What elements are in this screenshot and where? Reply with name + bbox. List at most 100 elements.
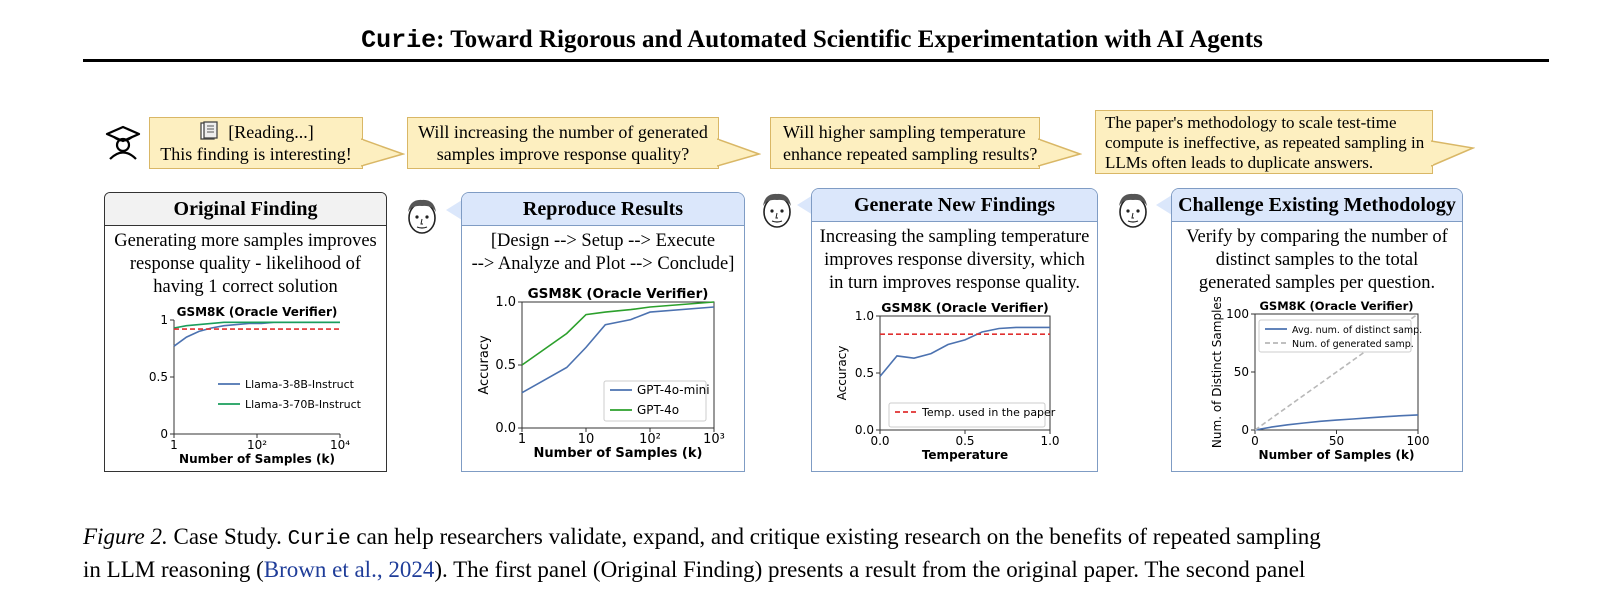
pointer-arrow <box>446 200 462 220</box>
x-tick-label: 1.0 <box>1040 434 1059 448</box>
face-icon <box>408 199 436 234</box>
graduation-cap-icon <box>105 125 141 160</box>
x-tick-label: 10² <box>247 438 267 452</box>
x-tick-label: 1 <box>518 432 526 447</box>
panel-original-finding: Original Finding Generating more samples… <box>104 192 387 472</box>
y-tick-label: 1 <box>160 313 168 327</box>
y-axis-label: Num. of Distinct Samples <box>1210 297 1224 448</box>
book-icon <box>200 121 218 140</box>
title-system-name: Curie <box>361 26 437 55</box>
panel-text-line: response quality - likelihood of <box>129 254 362 274</box>
y-tick-label: 0 <box>160 427 168 441</box>
panel-text-line: in turn improves response quality. <box>828 273 1081 293</box>
chart-original-finding: GSM8K (Oracle Verifier)1 10² 10⁴00.51Numbe… <box>149 305 362 466</box>
series-line <box>1254 313 1419 431</box>
y-tick-label: 0.5 <box>855 366 874 380</box>
y-tick-label: 50 <box>1234 365 1249 379</box>
legend-frame <box>603 380 707 422</box>
legend-frame <box>888 402 1046 428</box>
speech-bubble-question-samples: Will increasing the number of generated … <box>407 117 719 169</box>
x-tick-label: 0.0 <box>870 434 889 448</box>
panel-text-line: distinct samples to the total <box>1215 250 1419 270</box>
face-icon <box>1119 193 1147 228</box>
pointer-arrow <box>797 195 813 215</box>
panel-text-line: [Design --> Setup --> Execute <box>490 231 716 251</box>
citation-link[interactable]: Brown et al., 2024 <box>263 557 435 582</box>
panel-title: Challenge Existing Methodology <box>1172 189 1462 222</box>
caption-label: Figure 2. <box>83 524 168 549</box>
legend-label: Num. of generated samp. <box>1292 339 1414 350</box>
x-tick-label: 10³ <box>703 432 725 447</box>
chart-title: GSM8K (Oracle Verifier) <box>1259 299 1413 313</box>
legend-label: Llama-3-8B-Instruct <box>245 378 355 391</box>
series-line <box>1254 414 1419 431</box>
chart-title: GSM8K (Oracle Verifier) <box>881 300 1048 315</box>
x-axis-label: Number of Samples (k) <box>179 452 335 466</box>
x-tick-label: 0.5 <box>955 434 974 448</box>
speech-bubble-reading: [Reading...] This finding is interesting… <box>149 117 363 169</box>
x-tick-label: 0 <box>1251 434 1259 448</box>
series-line <box>521 306 715 394</box>
speech-bubble-critique: The paper's methodology to scale test-ti… <box>1095 110 1433 174</box>
panel-text-line: Verify by comparing the number of <box>1186 227 1448 247</box>
paper-running-title: Curie: Toward Rigorous and Automated Sci… <box>0 26 1624 55</box>
pointer-arrow <box>1156 195 1172 215</box>
series-line <box>173 321 340 329</box>
panel-text-line: improves response diversity, which <box>824 250 1085 270</box>
bubble-text-line: LLMs often leads to duplicate answers. <box>1105 153 1374 172</box>
bubble-tail <box>361 138 405 167</box>
panel-text-line: Increasing the sampling temperature <box>819 227 1090 247</box>
face-icon <box>763 193 791 228</box>
chart-distinct-samples: GSM8K (Oracle Verifier)0 50 100050100Numbe… <box>1210 297 1430 462</box>
figure-caption: Figure 2. Case Study. Curie can help res… <box>83 522 1553 585</box>
chart-temperature: GSM8K (Oracle Verifier) 0.0 0.5 1.0 0.0 0.5 1.… <box>835 300 1060 462</box>
x-tick-label: 10² <box>639 432 661 447</box>
panel-title: Original Finding <box>105 193 386 226</box>
panel-text-line: generated samples per question. <box>1198 273 1436 293</box>
legend-label: Llama-3-70B-Instruct <box>245 398 362 411</box>
legend-label: Avg. num. of distinct samp. <box>1292 325 1422 336</box>
title-text: : Toward Rigorous and Automated Scientif… <box>436 26 1263 53</box>
panel-reproduce-results: Reproduce Results [Design --> Setup --> … <box>461 192 745 472</box>
panel-text-line: having 1 correct solution <box>153 277 338 297</box>
bubble-text-line: Will higher sampling temperature <box>783 122 1026 142</box>
x-tick-label: 10 <box>578 432 595 447</box>
panel-text-line: Generating more samples improves <box>114 231 377 251</box>
y-tick-label: 0 <box>1241 423 1249 437</box>
y-tick-label: 0.5 <box>149 370 168 384</box>
x-tick-label: 100 <box>1407 434 1430 448</box>
panel-text-line: --> Analyze and Plot --> Conclude] <box>471 254 735 274</box>
caption-system-name: Curie <box>287 528 351 551</box>
y-tick-label: 1.0 <box>855 309 874 323</box>
y-axis-label: Accuracy <box>835 346 849 401</box>
speech-bubble-question-temperature: Will higher sampling temperature enhance… <box>770 117 1040 169</box>
y-tick-label: 0.5 <box>495 358 516 373</box>
bubble-tail <box>1038 138 1082 167</box>
legend-label: Temp. used in the paper <box>921 406 1056 419</box>
y-tick-label: 1.0 <box>495 295 516 310</box>
legend-label: GPT-4o <box>637 403 679 417</box>
bubble-tail <box>717 138 761 167</box>
series-line <box>879 326 1050 377</box>
header-rule <box>83 59 1549 62</box>
y-tick-label: 100 <box>1226 307 1249 321</box>
caption-text: in LLM reasoning ( <box>83 557 264 582</box>
y-tick-label: 0.0 <box>495 421 516 436</box>
bubble-text-line: compute is ineffective, as repeated samp… <box>1105 133 1425 152</box>
series-line <box>173 321 340 347</box>
x-tick-label: 10⁴ <box>330 438 350 452</box>
panel-title: Reproduce Results <box>462 193 744 226</box>
y-axis-label: Accuracy <box>477 335 492 395</box>
bubble-text-line: enhance repeated sampling results? <box>783 144 1038 164</box>
chart-reproduce-results: GSM8K (Oracle Verifier) 1 10 10² 10³ 0.0 0.5 1.… <box>477 286 725 461</box>
x-axis-label: Number of Samples (k) <box>534 446 703 461</box>
x-axis-label: Temperature <box>922 448 1008 462</box>
x-tick-label: 1 <box>170 438 178 452</box>
bubble-text-line: The paper's methodology to scale test-ti… <box>1105 113 1397 132</box>
caption-text: ). The first panel (Original Finding) pr… <box>434 557 1306 582</box>
caption-text: Case Study. <box>167 524 288 549</box>
bubble-tail <box>1431 140 1475 167</box>
series-line <box>521 301 715 366</box>
x-tick-label: 50 <box>1329 434 1344 448</box>
y-tick-label: 0.0 <box>855 423 874 437</box>
